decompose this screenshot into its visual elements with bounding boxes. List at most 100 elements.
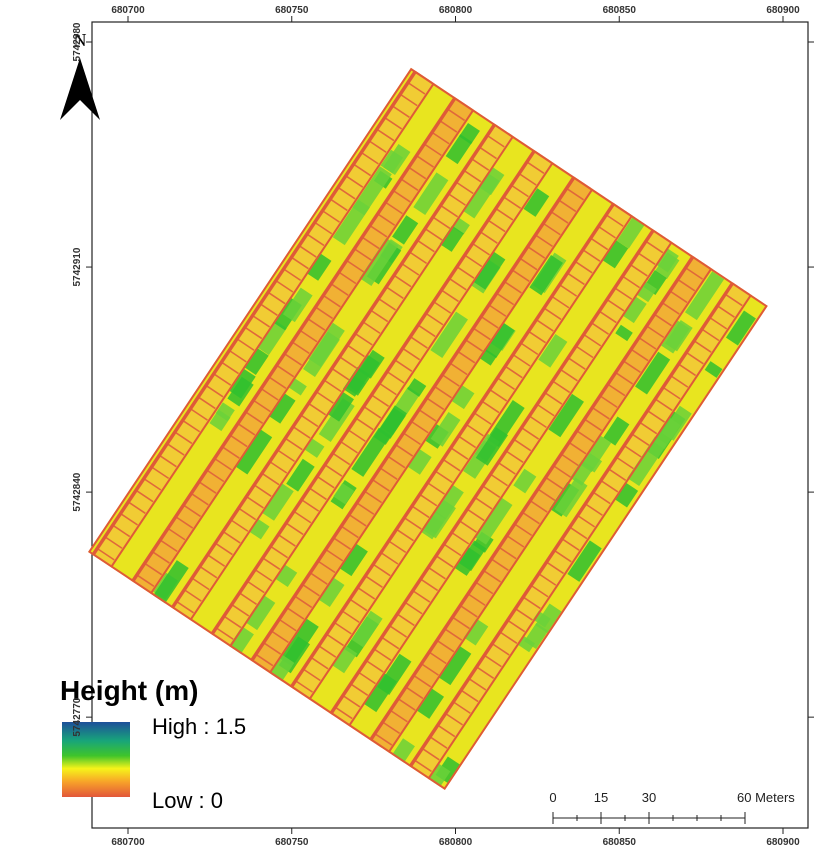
legend-title: Height (m) [60,675,198,706]
rung [482,485,501,498]
rung [496,377,515,390]
rung [552,380,571,394]
rung [361,236,380,250]
rung [308,402,327,416]
rung [400,178,419,191]
rung [561,538,580,551]
vegetation [655,247,679,273]
rung [567,357,586,370]
vegetation [615,324,633,342]
rung [623,444,642,458]
rung [384,201,403,215]
rung [465,339,484,352]
rung [447,108,466,122]
rung [262,557,281,571]
rung [379,467,398,480]
rung [391,105,410,118]
rung [229,434,248,448]
rung [401,262,420,276]
rung [569,526,588,540]
rung [389,625,408,638]
rung [590,237,609,251]
rung [522,596,541,610]
rung [298,245,317,258]
rung [622,275,641,289]
rung [276,364,295,378]
rung [559,284,578,297]
rung [143,477,162,491]
rung [221,361,239,375]
vegetation [262,483,294,521]
rung [677,278,696,292]
rung [374,732,393,746]
legend-low: Low : 0 [152,788,223,813]
rung [490,558,509,571]
rung [286,607,305,620]
rung [221,446,240,459]
rung [449,362,468,376]
rung [440,204,459,218]
rung [411,505,430,519]
rung [437,724,456,738]
rung [342,694,361,708]
rung [315,306,334,320]
rung [464,254,483,268]
rung [360,151,379,165]
rung [236,338,255,351]
rung [458,520,477,533]
rung [455,181,474,195]
vegetation [636,281,657,303]
rung [260,387,279,401]
rung [521,427,540,440]
rung [576,430,595,443]
rung [316,475,335,489]
rung [560,453,579,467]
rung [542,222,561,236]
row-line [329,228,656,715]
rung [629,263,648,277]
rung [308,487,327,501]
rung [329,198,348,212]
rung [479,231,498,244]
rung [670,375,689,388]
rung [495,207,514,221]
rung [340,440,358,454]
rung [491,642,510,656]
rung [362,321,381,334]
vegetation [704,361,723,378]
rung [669,290,688,304]
rung [278,618,297,632]
rung [443,543,462,557]
rung [499,631,518,645]
vegetation [407,378,427,397]
rung [368,140,387,153]
rung [510,184,529,198]
rung [483,569,502,583]
rung [176,600,195,614]
rung [364,490,383,504]
rung [293,510,312,524]
rung [475,581,494,595]
rung [252,399,271,413]
rung [591,406,610,420]
vegetation [459,122,480,145]
rung [245,411,264,424]
rung [529,500,548,513]
vegetation [474,497,513,545]
rung [402,347,421,361]
rung [577,514,596,528]
row-line [91,70,418,557]
vegetation [359,237,399,287]
x-tick-label: 680800 [439,837,473,848]
rung [514,608,533,621]
rung [513,438,532,452]
rung [520,342,539,356]
rung [357,671,376,685]
rung [504,365,523,379]
rung [285,522,304,536]
rung [583,333,602,347]
rung [424,228,443,241]
rung [340,525,359,539]
row-line [110,82,435,568]
rung [112,524,131,538]
